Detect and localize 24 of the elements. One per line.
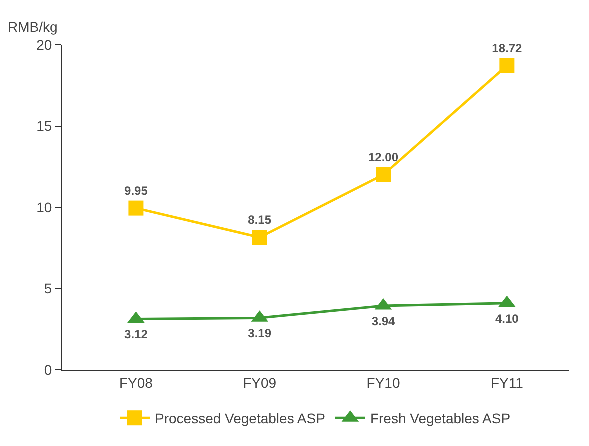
legend-label: Fresh Vegetables ASP <box>370 410 511 427</box>
point <box>252 230 268 246</box>
x-tick-label: FY09 <box>243 374 277 391</box>
y-tick-label: 5 <box>44 280 52 297</box>
y-tick-label: 15 <box>36 118 52 134</box>
y-tick-label: 20 <box>36 36 52 53</box>
point <box>128 200 144 216</box>
legend-label: Processed Vegetables ASP <box>155 410 326 427</box>
x-tick-label: FY08 <box>119 374 154 391</box>
point <box>500 58 515 74</box>
data-label: 9.95 <box>124 184 148 198</box>
x-tick-label: FY10 <box>366 374 400 391</box>
y-tick-label: 0 <box>44 362 52 378</box>
data-label: 3.12 <box>124 328 148 342</box>
y-tick-label: 10 <box>36 199 52 216</box>
point <box>376 168 392 182</box>
data-label: 12.00 <box>368 150 399 165</box>
data-label: 4.10 <box>495 312 520 326</box>
y-axis-title: RMB/kg <box>8 19 58 35</box>
data-label: 8.15 <box>248 213 272 228</box>
data-label: 3.94 <box>372 314 396 328</box>
data-label: 3.19 <box>248 326 272 341</box>
data-label: 18.72 <box>492 41 523 56</box>
x-tick-label: FY11 <box>490 374 524 391</box>
